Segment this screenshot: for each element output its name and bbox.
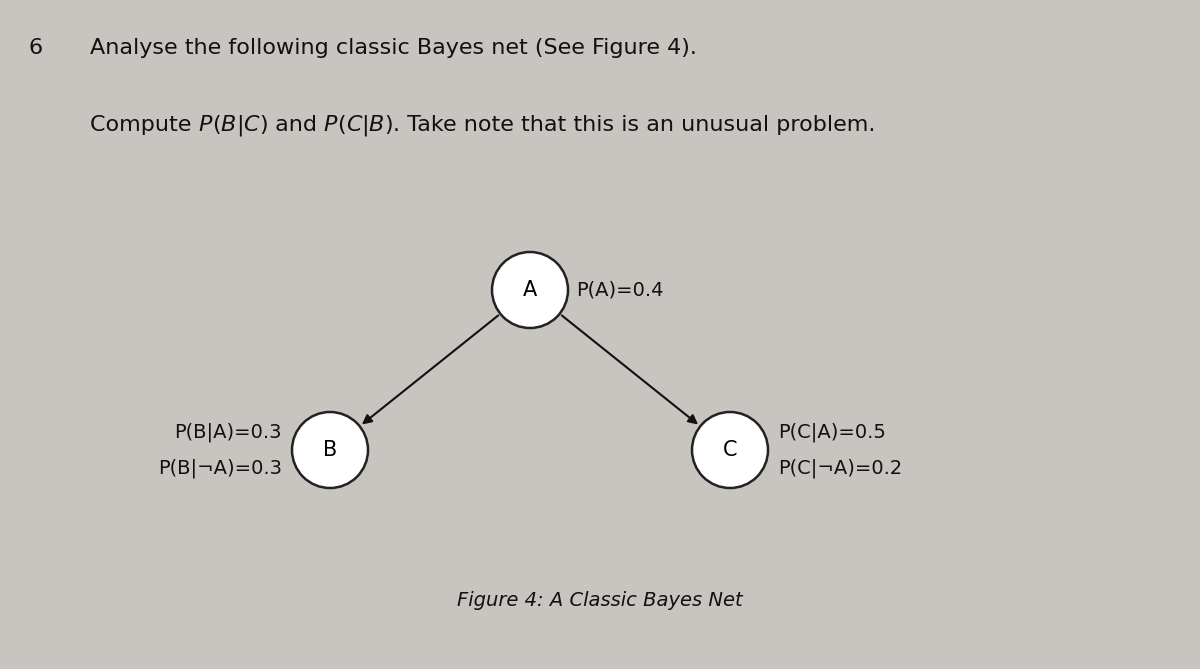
Text: A: A xyxy=(523,280,538,300)
Text: C: C xyxy=(346,115,361,135)
Text: and: and xyxy=(268,115,324,135)
Circle shape xyxy=(292,412,368,488)
Text: P: P xyxy=(324,115,337,135)
Text: . Take note that this is an unusual problem.: . Take note that this is an unusual prob… xyxy=(392,115,875,135)
Text: B: B xyxy=(323,440,337,460)
Circle shape xyxy=(692,412,768,488)
Text: (: ( xyxy=(337,115,346,135)
Text: ): ) xyxy=(259,115,268,135)
Text: (: ( xyxy=(212,115,221,135)
Circle shape xyxy=(492,252,568,328)
Text: Figure 4: A Classic Bayes Net: Figure 4: A Classic Bayes Net xyxy=(457,591,743,610)
Text: |: | xyxy=(235,115,244,136)
Text: |: | xyxy=(361,115,368,136)
Text: C: C xyxy=(244,115,259,135)
Text: B: B xyxy=(368,115,384,135)
Text: C: C xyxy=(722,440,737,460)
Text: 6: 6 xyxy=(28,38,42,58)
Text: P(C|¬A)=0.2: P(C|¬A)=0.2 xyxy=(778,458,902,478)
Text: ): ) xyxy=(384,115,392,135)
Text: P(B|¬A)=0.3: P(B|¬A)=0.3 xyxy=(158,458,282,478)
Text: B: B xyxy=(221,115,235,135)
Text: P(A)=0.4: P(A)=0.4 xyxy=(576,280,664,300)
Text: P: P xyxy=(198,115,212,135)
Text: P(B|A)=0.3: P(B|A)=0.3 xyxy=(174,422,282,442)
Text: Compute: Compute xyxy=(90,115,198,135)
Text: P(C|A)=0.5: P(C|A)=0.5 xyxy=(778,422,886,442)
Text: Analyse the following classic Bayes net (See Figure 4).: Analyse the following classic Bayes net … xyxy=(90,38,697,58)
